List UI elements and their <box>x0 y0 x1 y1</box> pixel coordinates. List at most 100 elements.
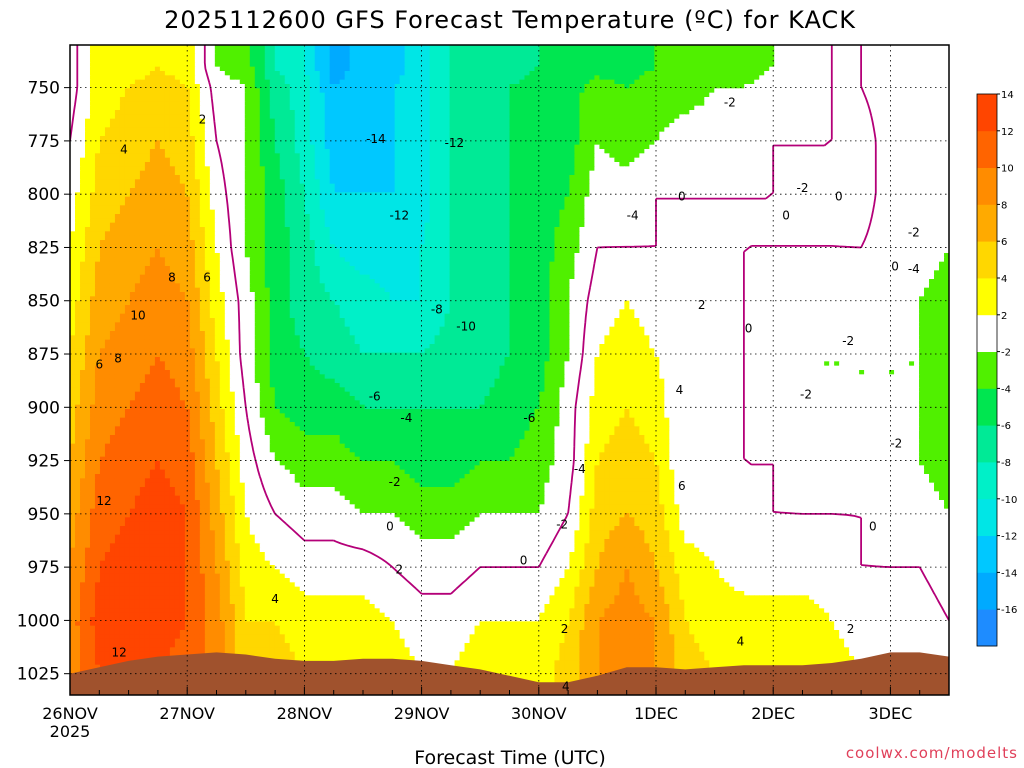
temperature-cell <box>639 101 645 106</box>
temperature-cell <box>170 58 176 63</box>
temperature-cell <box>884 58 890 63</box>
temperature-cell <box>495 75 501 80</box>
temperature-cell <box>415 80 421 85</box>
temperature-cell <box>500 97 506 102</box>
temperature-cell <box>589 80 595 85</box>
temperature-cell <box>574 75 580 80</box>
temperature-cell <box>455 58 461 63</box>
temperature-cell <box>490 119 496 124</box>
temperature-cell <box>604 88 610 93</box>
temperature-cell <box>250 123 256 128</box>
temperature-cell <box>340 75 346 80</box>
temperature-cell <box>929 93 935 98</box>
temperature-cell <box>849 110 855 115</box>
temperature-cell <box>714 114 720 119</box>
temperature-cell <box>385 123 391 128</box>
temperature-cell <box>115 62 121 67</box>
temperature-cell <box>110 123 116 128</box>
temperature-cell <box>500 106 506 111</box>
temperature-cell <box>824 54 830 59</box>
temperature-cell <box>914 62 920 67</box>
temperature-cell <box>699 58 705 63</box>
temperature-cell <box>544 101 550 106</box>
temperature-cell <box>370 75 376 80</box>
temperature-cell <box>824 93 830 98</box>
temperature-cell <box>804 54 810 59</box>
temperature-cell <box>235 49 241 54</box>
temperature-cell <box>799 67 805 72</box>
temperature-cell <box>200 88 206 93</box>
temperature-cell <box>569 110 575 115</box>
temperature-cell <box>749 114 755 119</box>
temperature-cell <box>644 58 650 63</box>
temperature-cell <box>250 58 256 63</box>
temperature-cell <box>150 119 156 124</box>
temperature-cell <box>370 114 376 119</box>
temperature-cell <box>165 93 171 98</box>
temperature-cell <box>834 62 840 67</box>
temperature-cell <box>519 75 525 80</box>
temperature-cell <box>80 67 86 72</box>
temperature-cell <box>285 97 291 102</box>
temperature-cell <box>505 62 511 67</box>
temperature-cell <box>584 62 590 67</box>
temperature-cell <box>654 106 660 111</box>
temperature-cell <box>345 88 351 93</box>
temperature-cell <box>929 119 935 124</box>
temperature-cell <box>155 49 161 54</box>
temperature-cell <box>619 123 625 128</box>
temperature-cell <box>435 62 441 67</box>
temperature-cell <box>215 84 221 89</box>
temperature-cell <box>320 93 326 98</box>
temperature-cell <box>919 58 925 63</box>
temperature-cell <box>784 58 790 63</box>
temperature-cell <box>914 97 920 102</box>
temperature-cell <box>485 62 491 67</box>
temperature-cell <box>919 114 925 119</box>
temperature-cell <box>135 75 141 80</box>
temperature-cell <box>120 84 126 89</box>
temperature-cell <box>220 71 226 76</box>
temperature-cell <box>155 54 161 59</box>
temperature-cell <box>105 127 111 132</box>
temperature-cell <box>629 93 635 98</box>
temperature-cell <box>879 49 885 54</box>
temperature-cell <box>619 58 625 63</box>
temperature-cell <box>330 75 336 80</box>
temperature-cell <box>480 71 486 76</box>
temperature-cell <box>639 93 645 98</box>
temperature-cell <box>934 75 940 80</box>
temperature-cell <box>315 54 321 59</box>
temperature-cell <box>455 67 461 72</box>
temperature-cell <box>445 101 451 106</box>
temperature-cell <box>749 97 755 102</box>
temperature-cell <box>490 49 496 54</box>
temperature-cell <box>814 62 820 67</box>
temperature-cell <box>894 75 900 80</box>
temperature-cell <box>355 114 361 119</box>
temperature-cell <box>914 93 920 98</box>
temperature-cell <box>754 119 760 124</box>
temperature-cell <box>220 54 226 59</box>
temperature-cell <box>889 123 895 128</box>
temperature-cell <box>415 75 421 80</box>
temperature-cell <box>824 119 830 124</box>
temperature-cell <box>275 84 281 89</box>
temperature-cell <box>639 58 645 63</box>
temperature-cell <box>190 114 196 119</box>
temperature-cell <box>794 54 800 59</box>
temperature-cell <box>749 54 755 59</box>
temperature-cell <box>510 75 516 80</box>
temperature-cell <box>495 101 501 106</box>
temperature-cell <box>744 67 750 72</box>
temperature-cell <box>330 58 336 63</box>
temperature-cell <box>335 58 341 63</box>
temperature-cell <box>320 71 326 76</box>
temperature-cell <box>265 54 271 59</box>
temperature-cell <box>365 49 371 54</box>
temperature-cell <box>110 49 116 54</box>
temperature-cell <box>345 62 351 67</box>
temperature-cell <box>939 97 945 102</box>
temperature-cell <box>739 97 745 102</box>
temperature-cell <box>864 71 870 76</box>
